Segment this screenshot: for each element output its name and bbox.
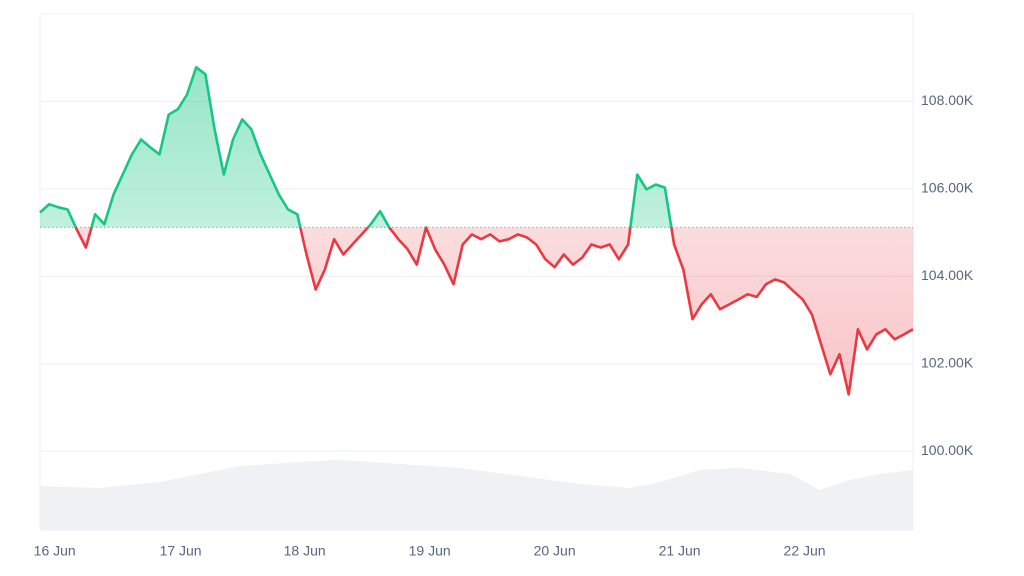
y-tick-label: 104.00K [921,267,974,283]
x-tick-label: 16 Jun [34,543,76,559]
x-tick-label: 22 Jun [784,543,826,559]
y-tick-label: 108.00K [921,92,974,108]
x-tick-label: 17 Jun [160,543,202,559]
area-up [40,67,672,228]
volume-area [40,460,913,530]
price-line-up [39,66,673,228]
y-tick-label: 100.00K [921,442,974,458]
y-tick-label: 106.00K [921,180,974,196]
x-tick-label: 18 Jun [284,543,326,559]
price-line-down [74,227,914,396]
y-tick-label: 102.00K [921,355,974,371]
x-tick-label: 20 Jun [534,543,576,559]
x-tick-label: 21 Jun [659,543,701,559]
area-down [40,227,913,395]
x-tick-label: 19 Jun [409,543,451,559]
